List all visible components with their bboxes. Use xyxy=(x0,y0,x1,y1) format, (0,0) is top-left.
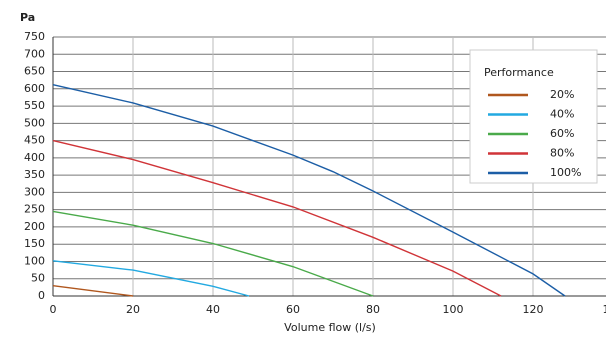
legend-title: Performance xyxy=(484,66,554,79)
x-tick-label: 120 xyxy=(523,303,544,316)
line-series xyxy=(52,210,374,297)
x-tick-label: 40 xyxy=(206,303,220,316)
y-tick-label: 200 xyxy=(24,220,45,233)
x-tick-label: 140 xyxy=(603,303,606,316)
legend-label: 100% xyxy=(550,166,581,179)
y-tick-label: 450 xyxy=(24,134,45,147)
x-tick-label: 0 xyxy=(50,303,57,316)
line-series xyxy=(52,83,566,297)
y-tick-label: 50 xyxy=(31,272,45,285)
y-tick-label: 650 xyxy=(24,65,45,78)
legend-label: 40% xyxy=(550,108,574,121)
legend-label: 80% xyxy=(550,147,574,160)
y-tick-label: 500 xyxy=(24,116,45,129)
legend-label: 60% xyxy=(550,127,574,140)
x-axis-label: Volume flow (l/s) xyxy=(284,321,376,334)
y-tick-label: 750 xyxy=(24,30,45,43)
y-tick-label: 350 xyxy=(24,168,45,181)
line-series xyxy=(52,284,134,297)
y-tick-label: 600 xyxy=(24,82,45,95)
x-tick-label: 60 xyxy=(286,303,300,316)
y-tick-label: 700 xyxy=(24,47,45,60)
y-tick-label: 250 xyxy=(24,203,45,216)
x-tick-label: 20 xyxy=(126,303,140,316)
legend-box xyxy=(469,49,598,184)
y-tick-label: 100 xyxy=(24,254,45,267)
y-axis-label: Pa xyxy=(20,11,35,24)
y-tick-label: 300 xyxy=(24,185,45,198)
y-tick-label: 400 xyxy=(24,151,45,164)
line-series xyxy=(52,260,250,297)
y-tick-label: 150 xyxy=(24,237,45,250)
x-tick-label: 100 xyxy=(443,303,464,316)
legend-label: 20% xyxy=(550,88,574,101)
y-tick-label: 0 xyxy=(38,289,45,302)
line-series xyxy=(52,139,502,297)
y-tick-label: 550 xyxy=(24,99,45,112)
x-tick-label: 80 xyxy=(366,303,380,316)
